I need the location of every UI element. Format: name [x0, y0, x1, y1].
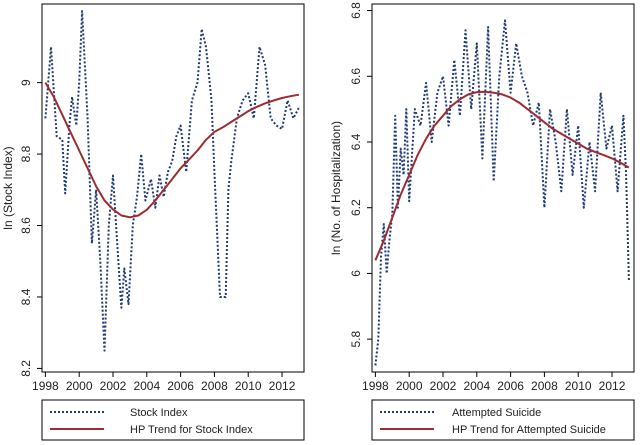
- right-x-tick-label: 2000: [396, 379, 423, 393]
- right-chart: 1998 2000 2002 2004 2006 2008 2010 2012 5.8 6 6.2…: [329, 2, 635, 441]
- right-x-tick-label: 1998: [362, 379, 389, 393]
- right-x-tick-label: 2006: [497, 379, 524, 393]
- right-y-tick-label: 6: [349, 270, 363, 277]
- left-legend: Stock Index HP Trend for Stock Index: [41, 399, 305, 441]
- right-legend-label-suicide: Attempted Suicide: [452, 407, 541, 419]
- right-series-group: [374, 19, 630, 366]
- left-legend-label-trend: HP Trend for Stock Index: [130, 424, 253, 436]
- right-series-raw-line: [374, 19, 630, 366]
- right-y-tick-label: 6.8: [349, 2, 363, 19]
- right-y-axis-title: ln (No. of Hospitalization): [329, 121, 343, 255]
- left-y-tick-label: 8.2: [19, 360, 33, 377]
- right-y-tick-label: 6.2: [349, 199, 363, 216]
- right-series-trend-line: [374, 90, 630, 261]
- left-x-tick-label: 1998: [32, 379, 59, 393]
- left-x-tick-label: 2002: [100, 379, 127, 393]
- right-x-axis: 1998 2000 2002 2004 2006 2008 2010 2012: [362, 372, 626, 393]
- right-legend-box: [371, 399, 635, 441]
- right-legend-label-trend: HP Trend for Attempted Suicide: [452, 424, 606, 436]
- right-x-tick-label: 2008: [531, 379, 558, 393]
- right-plot-frame: [371, 3, 635, 373]
- right-x-tick-label: 2010: [565, 379, 592, 393]
- right-x-tick-label: 2002: [430, 379, 457, 393]
- left-chart: 1998 2000 2002 2004 2006 2008 2010 2012 8.28.48…: [1, 3, 305, 441]
- right-y-tick-label: 5.8: [349, 330, 363, 347]
- right-x-tick-label: 2004: [463, 379, 490, 393]
- left-series-raw-line: [44, 10, 300, 352]
- right-legend: Attempted Suicide HP Trend for Attempted…: [371, 399, 635, 441]
- left-x-tick-label: 2012: [269, 379, 296, 393]
- left-x-tick-label: 2008: [201, 379, 228, 393]
- left-legend-label-index: Stock Index: [130, 407, 188, 419]
- left-x-tick-label: 2010: [235, 379, 262, 393]
- left-y-tick-label: 9: [19, 79, 33, 86]
- left-x-tick-label: 2006: [167, 379, 194, 393]
- left-series-group: [44, 10, 300, 352]
- left-y-axis-title: ln (Stock Index): [1, 146, 15, 229]
- right-y-tick-label: 6.6: [349, 68, 363, 85]
- left-legend-box: [41, 399, 305, 441]
- left-y-axis: 8.2 8.4 8.6 8.8 9: [19, 79, 42, 377]
- left-x-axis: 1998 2000 2002 2004 2006 2008 2010 2012: [32, 372, 296, 393]
- left-y-tick-label: 8.6: [19, 217, 33, 234]
- right-y-tick-label: 6.4: [349, 133, 363, 150]
- left-x-tick-label: 2000: [66, 379, 93, 393]
- left-y-tick-label: 8.8: [19, 145, 33, 162]
- left-y-tick-label: 8.4: [19, 288, 33, 305]
- left-series-trend-line: [44, 82, 300, 219]
- right-x-tick-label: 2012: [599, 379, 626, 393]
- left-plot-frame: [41, 3, 305, 373]
- right-y-axis: 5.8 6 6.2 6.4 6.6 6.8: [349, 2, 372, 347]
- left-x-tick-label: 2004: [133, 379, 160, 393]
